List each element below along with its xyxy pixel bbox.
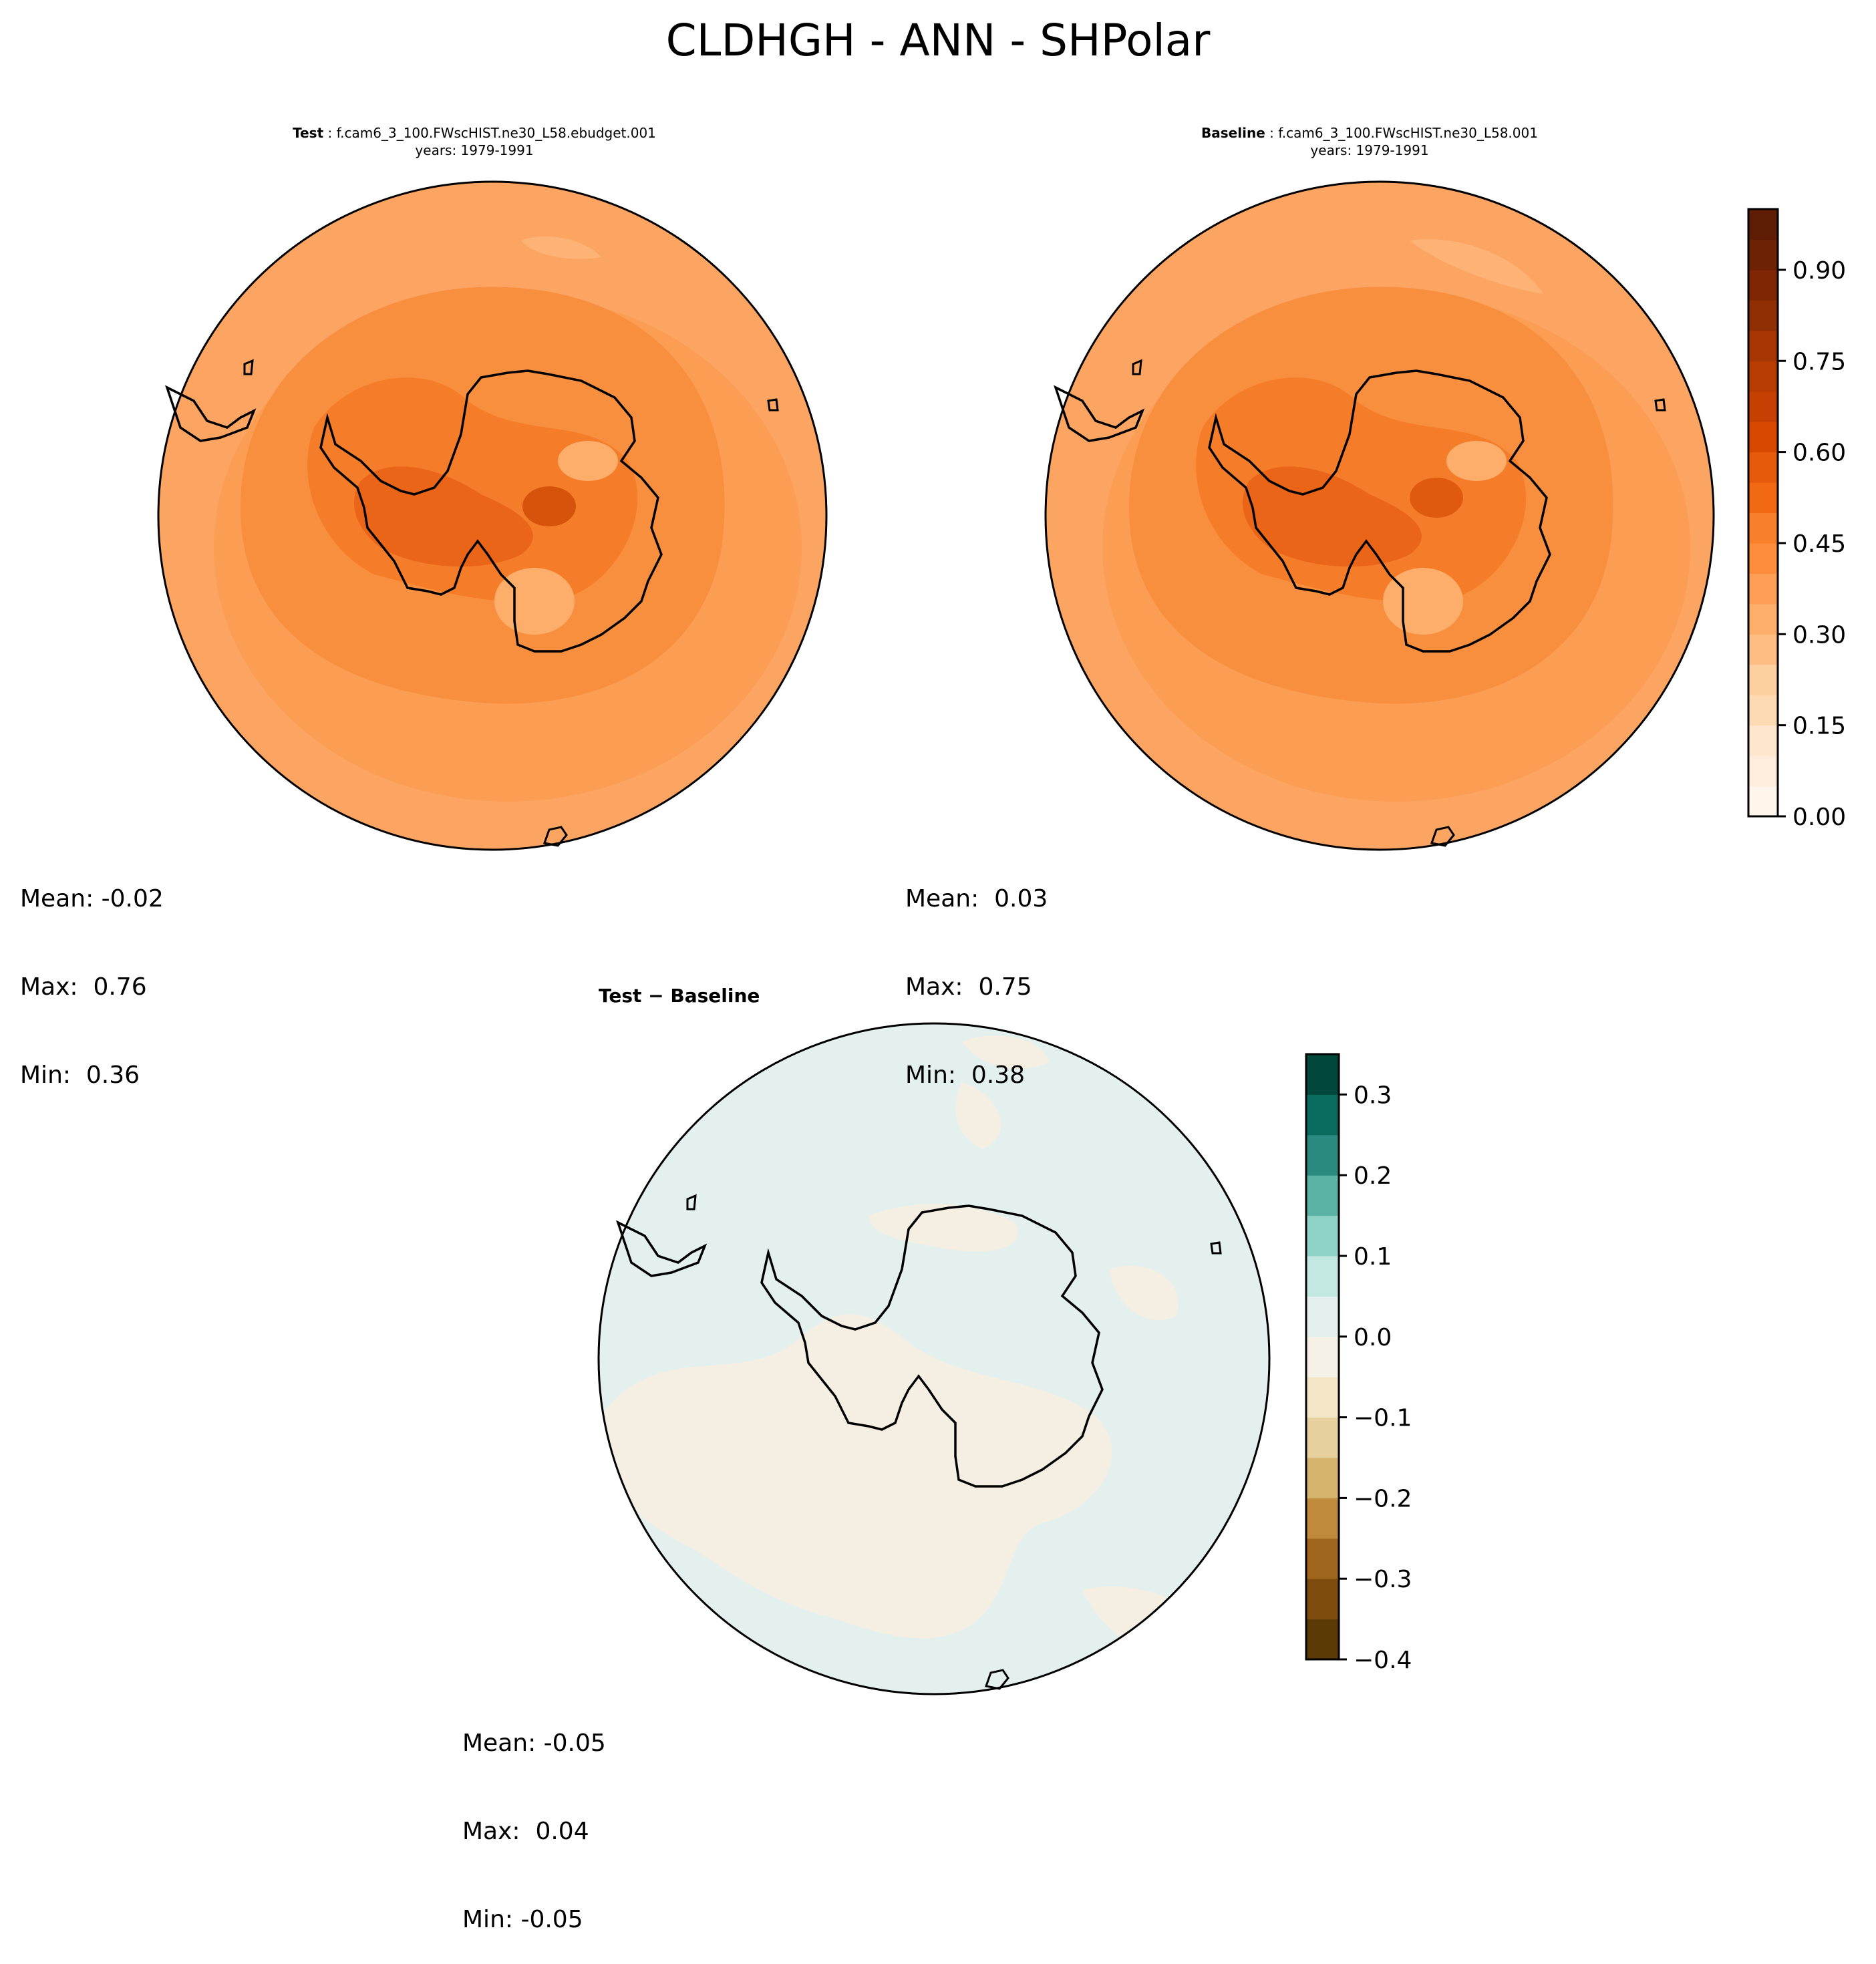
colorbar-difference-color-segment: [1306, 1054, 1339, 1095]
colorbar-difference-color-segment: [1306, 1377, 1339, 1418]
colorbar-difference-tick-label: −0.4: [1354, 1647, 1412, 1674]
diff-max: Max: 0.04: [462, 1818, 589, 1845]
colorbar-absolute-color-segment: [1748, 573, 1778, 605]
colorbar-difference-color-segment: [1306, 1215, 1339, 1257]
colorbar-absolute-color-segment: [1748, 269, 1778, 301]
diff-min: Min: -0.05: [462, 1906, 583, 1933]
colorbar-difference-color-segment: [1306, 1296, 1339, 1337]
colorbar-difference-tick-label: 0.2: [1354, 1162, 1392, 1190]
test-years: years: 1979-1991: [415, 142, 534, 158]
baseline-min: Min: 0.38: [905, 1061, 1026, 1089]
colorbar-absolute-color-segment: [1748, 664, 1778, 695]
colorbar-absolute-color-segment: [1748, 452, 1778, 483]
colorbar-difference-tick-label: −0.2: [1354, 1485, 1412, 1512]
test-min: Min: 0.36: [20, 1061, 140, 1089]
colorbar-difference-color-segment: [1306, 1498, 1339, 1539]
colorbar-difference-color-segment: [1306, 1619, 1339, 1660]
colorbar-absolute-color-segment: [1748, 695, 1778, 726]
colorbar-absolute-tick-label: 0.00: [1792, 804, 1846, 831]
test-case-name: f.cam6_3_100.FWscHIST.ne30_L58.ebudget.0…: [336, 125, 656, 141]
diff-panel-title: Test − Baseline: [599, 985, 760, 1007]
colorbar-difference-color-segment: [1306, 1256, 1339, 1297]
baseline-panel-title: Baseline : f.cam6_3_100.FWscHIST.ne30_L5…: [1049, 124, 1690, 159]
baseline-antarctica-coastline: [1208, 369, 1551, 653]
colorbar-absolute-color-segment: [1748, 482, 1778, 513]
test-panel-title: Test : f.cam6_3_100.FWscHIST.ne30_L58.eb…: [154, 124, 795, 159]
colorbar-difference-color-segment: [1306, 1538, 1339, 1579]
colorbar-absolute-color-segment: [1748, 300, 1778, 331]
test-stats: Mean: -0.02 Max: 0.76 Min: 0.36: [20, 826, 164, 1120]
colorbar-absolute-color-segment: [1748, 603, 1778, 635]
colorbar-difference-color-segment: [1306, 1134, 1339, 1176]
colorbar-absolute-color-segment: [1748, 756, 1778, 787]
colorbar-absolute-color-segment: [1748, 542, 1778, 574]
figure-canvas: 0.000.150.300.450.600.750.90 −0.4−0.3−0.…: [157, 180, 1846, 1695]
colorbar-absolute-color-segment: [1748, 239, 1778, 271]
colorbar-difference-tick-label: −0.3: [1354, 1566, 1412, 1593]
colorbar-absolute-tick-label: 0.75: [1792, 348, 1846, 375]
colorbar-difference-color-segment: [1306, 1458, 1339, 1498]
colorbar-absolute-color-segment: [1748, 209, 1778, 240]
colorbar-difference-color-segment: [1306, 1175, 1339, 1216]
diff-stats: Mean: -0.05 Max: 0.04 Min: -0.05: [462, 1670, 606, 1964]
colorbar-absolute-tick-label: 0.45: [1792, 530, 1846, 558]
colorbar-difference-frame: [1305, 1053, 1340, 1661]
baseline-map: [1044, 180, 1715, 851]
baseline-years: years: 1979-1991: [1310, 142, 1429, 158]
colorbar-absolute-color-segment: [1748, 330, 1778, 361]
baseline-stats: Mean: 0.03 Max: 0.75 Min: 0.38: [905, 826, 1048, 1120]
colorbar-absolute-color-segment: [1748, 422, 1778, 453]
colorbar-difference: −0.4 −0.3 −0.2 −0.1 0.0 0.1 0.2 0.3: [1305, 1053, 1412, 1674]
colorbar-difference-color-segment: [1306, 1336, 1339, 1377]
colorbar-absolute: 0.00 0.15 0.30 0.45 0.60 0.75 0.90: [1747, 208, 1846, 831]
test-mean: Mean: -0.02: [20, 885, 164, 913]
colorbar-absolute-color-segment: [1748, 391, 1778, 422]
colorbar-absolute-color-segment: [1748, 786, 1778, 817]
test-map: [157, 180, 828, 851]
colorbar-difference-tick-label: 0.3: [1354, 1082, 1392, 1109]
test-panel-name: Test: [293, 125, 324, 141]
test-max: Max: 0.76: [20, 973, 147, 1001]
colorbar-absolute-tick-label: 0.60: [1792, 440, 1846, 467]
test-antarctica-coastline: [319, 369, 663, 653]
baseline-mean: Mean: 0.03: [905, 885, 1048, 913]
diff-map: [597, 1022, 1271, 1695]
colorbar-absolute-color-segment: [1748, 634, 1778, 665]
colorbar-absolute-color-segment: [1748, 512, 1778, 544]
diff-antarctica-coastline: [760, 1204, 1104, 1488]
colorbar-absolute-tick-label: 0.90: [1792, 257, 1846, 285]
baseline-panel-name: Baseline: [1201, 125, 1265, 141]
colorbar-difference-color-segment: [1306, 1579, 1339, 1620]
colorbar-difference-tick-label: 0.1: [1354, 1243, 1392, 1271]
baseline-max: Max: 0.75: [905, 973, 1032, 1001]
colorbar-difference-tick-label: 0.0: [1354, 1324, 1392, 1351]
colorbar-absolute-tick-label: 0.15: [1792, 713, 1846, 740]
baseline-case-name: f.cam6_3_100.FWscHIST.ne30_L58.001: [1278, 125, 1538, 141]
colorbar-absolute-tick-label: 0.30: [1792, 621, 1846, 649]
colorbar-absolute-frame: [1747, 208, 1779, 818]
colorbar-difference-color-segment: [1306, 1094, 1339, 1136]
colorbar-absolute-color-segment: [1748, 361, 1778, 392]
figure-title: CLDHGH - ANN - SHPolar: [665, 15, 1211, 66]
colorbar-difference-tick-label: −0.1: [1354, 1405, 1412, 1432]
colorbar-difference-color-segment: [1306, 1417, 1339, 1458]
diff-mean: Mean: -0.05: [462, 1730, 606, 1757]
colorbar-absolute-color-segment: [1748, 725, 1778, 756]
